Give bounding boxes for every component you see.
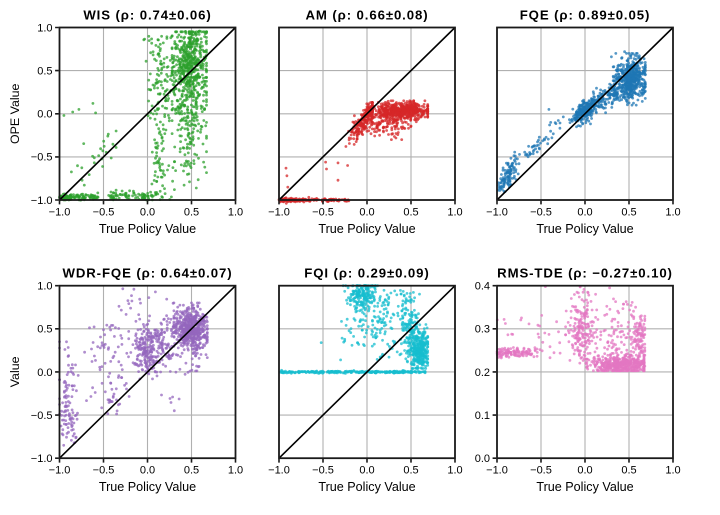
svg-text:1.0: 1.0	[447, 206, 462, 218]
svg-text:0.5: 0.5	[403, 206, 418, 218]
svg-text:1.0: 1.0	[665, 206, 680, 218]
svg-text:−1.0: −1.0	[49, 465, 71, 477]
svg-text:−0.5: −0.5	[312, 206, 334, 218]
svg-text:0.0: 0.0	[140, 206, 155, 218]
svg-text:True Policy Value: True Policy Value	[536, 222, 633, 236]
svg-text:0.5: 0.5	[621, 206, 636, 218]
svg-text:0.0: 0.0	[577, 206, 592, 218]
svg-text:OPE Value: OPE Value	[8, 84, 22, 144]
svg-text:1.0: 1.0	[37, 22, 52, 34]
svg-text:−0.5: −0.5	[93, 206, 115, 218]
svg-text:0.5: 0.5	[37, 324, 52, 336]
svg-text:1.0: 1.0	[228, 465, 243, 477]
svg-text:−1.0: −1.0	[31, 195, 53, 207]
svg-text:−1.0: −1.0	[49, 206, 71, 218]
svg-text:0.0: 0.0	[37, 367, 52, 379]
svg-text:−0.5: −0.5	[31, 152, 53, 164]
svg-text:FQE (ρ: 0.89±0.05): FQE (ρ: 0.89±0.05)	[520, 8, 651, 23]
svg-text:True Policy Value: True Policy Value	[318, 222, 415, 236]
svg-text:−0.5: −0.5	[31, 410, 53, 422]
svg-text:AM (ρ: 0.66±0.08): AM (ρ: 0.66±0.08)	[305, 8, 428, 23]
svg-text:0.5: 0.5	[184, 206, 199, 218]
svg-text:WIS (ρ: 0.74±0.06): WIS (ρ: 0.74±0.06)	[83, 8, 211, 23]
svg-text:−1.0: −1.0	[486, 206, 508, 218]
svg-text:True Policy Value: True Policy Value	[99, 222, 196, 236]
svg-text:0.5: 0.5	[37, 65, 52, 77]
svg-text:−0.5: −0.5	[93, 465, 115, 477]
svg-text:0.0: 0.0	[37, 109, 52, 121]
svg-text:−0.5: −0.5	[530, 206, 552, 218]
svg-text:0.0: 0.0	[140, 465, 155, 477]
svg-text:True Policy Value: True Policy Value	[99, 480, 196, 494]
svg-text:−1.0: −1.0	[268, 206, 290, 218]
svg-text:0.5: 0.5	[184, 465, 199, 477]
svg-text:1.0: 1.0	[228, 206, 243, 218]
svg-text:−1.0: −1.0	[31, 453, 53, 465]
svg-text:0.0: 0.0	[359, 206, 374, 218]
svg-text:WDR-FQE (ρ: 0.64±0.07): WDR-FQE (ρ: 0.64±0.07)	[62, 266, 232, 281]
svg-text:Value: Value	[8, 356, 22, 387]
svg-text:1.0: 1.0	[37, 281, 52, 293]
